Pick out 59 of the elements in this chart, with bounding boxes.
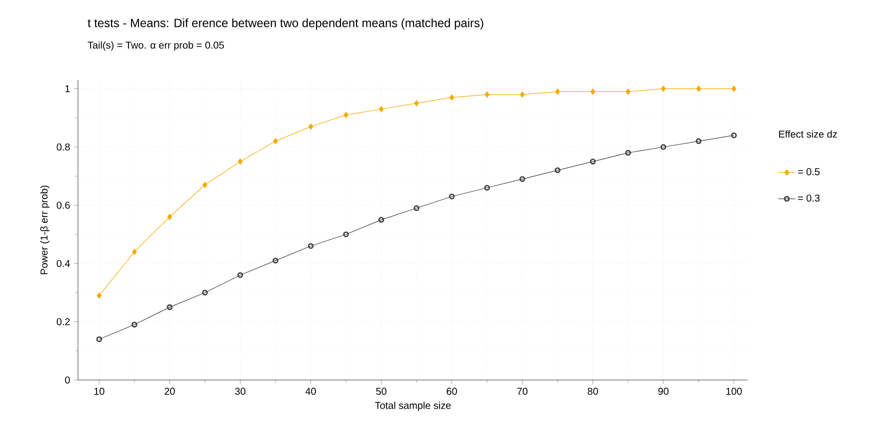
y-tick-label: 1: [65, 85, 70, 92]
x-tick-label: 10: [94, 388, 104, 395]
point: [343, 231, 349, 238]
point: [484, 91, 490, 98]
point: [202, 290, 208, 296]
x-tick-label: 100: [726, 388, 742, 395]
point: [519, 176, 526, 182]
chart-subtitle: Tail(s) = Two. α err prob = 0.05: [88, 41, 224, 51]
point: [378, 106, 384, 112]
x-tick-label: 40: [305, 388, 316, 395]
point: [696, 86, 702, 92]
point: [448, 194, 455, 200]
x-tick-label: 60: [446, 388, 457, 395]
point: [237, 272, 244, 278]
point: [449, 94, 454, 101]
x-tick-label: 20: [164, 388, 175, 395]
x-tick-label: 80: [588, 388, 598, 395]
y-tick-label: 0.4: [56, 260, 70, 268]
point: [626, 88, 630, 95]
point: [590, 158, 596, 164]
point: [238, 158, 243, 165]
y-tick-label: 0.8: [56, 143, 70, 151]
point: [378, 216, 384, 223]
point: [273, 138, 278, 144]
y-axis-title: Power (1-β err prob): [40, 186, 50, 274]
point: [272, 258, 278, 264]
legend-label: = 0.5: [798, 168, 820, 176]
x-axis-title: Total sample size: [375, 402, 451, 411]
chart-title: t tests - Means: Dif erence between two dependent means (matched pairs): [88, 18, 484, 30]
point: [344, 112, 348, 118]
point: [590, 88, 596, 95]
point: [166, 304, 173, 310]
point: [625, 150, 631, 156]
point: [732, 86, 736, 92]
point: [167, 214, 172, 220]
point: [484, 184, 490, 191]
point: [414, 100, 419, 106]
x-tick-label: 50: [376, 388, 386, 395]
point: [660, 144, 666, 150]
point: [132, 248, 137, 255]
point: [132, 322, 138, 328]
point: [414, 205, 420, 212]
legend-title: Effect size dz: [779, 130, 837, 138]
point: [308, 124, 314, 130]
point: [520, 91, 525, 98]
y-tick-label: 0.6: [56, 202, 70, 209]
point: [555, 88, 560, 95]
point: [696, 138, 702, 144]
point: [96, 292, 102, 299]
y-tick-label: 0.2: [56, 318, 70, 326]
x-tick-label: 70: [517, 388, 528, 395]
x-tick-label: 90: [658, 388, 669, 395]
x-tick-label: 30: [235, 388, 246, 395]
point: [554, 167, 560, 174]
legend-label: = 0.3: [798, 194, 820, 202]
point: [202, 182, 208, 188]
point: [660, 86, 666, 92]
point: [308, 243, 314, 249]
y-tick-label: 0: [65, 376, 70, 384]
